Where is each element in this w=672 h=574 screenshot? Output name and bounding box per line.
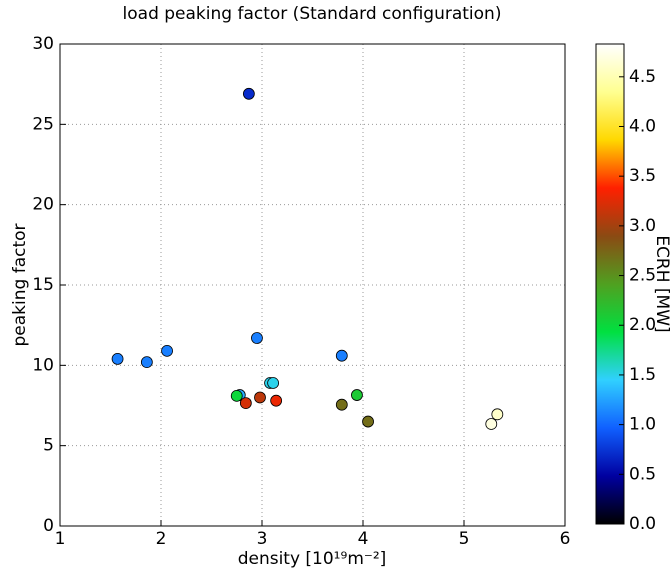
plot-frame: [59, 43, 566, 527]
point: [251, 332, 263, 344]
point: [362, 415, 374, 428]
y-tick-label: 25: [32, 114, 54, 134]
point: [239, 397, 252, 409]
point: [161, 344, 173, 357]
x-tick-label: 6: [560, 529, 571, 549]
point: [140, 356, 153, 369]
colorbar-tick-label: 0.0: [629, 514, 656, 534]
point: [485, 418, 498, 430]
y-tick-label: 30: [32, 34, 54, 54]
point: [335, 398, 348, 411]
colorbar-tick-label: 2.5: [629, 266, 656, 286]
x-tick-label: 5: [459, 529, 470, 549]
y-tick-label: 0: [43, 516, 54, 536]
point: [491, 408, 504, 421]
colorbar-tick-label: 3.5: [629, 166, 656, 186]
y-tick-label: 20: [32, 195, 54, 215]
colorbar-tick-label: 3.0: [629, 216, 656, 236]
colorbar: [595, 43, 625, 525]
point: [111, 353, 124, 365]
y-axis-label: peaking factor: [10, 223, 30, 346]
point: [267, 377, 280, 389]
colorbar-tick-label: 1.0: [629, 415, 656, 435]
chart-title: load peaking factor (Standard configurat…: [123, 4, 502, 24]
colorbar-tick-label: 0.5: [629, 464, 656, 484]
point: [335, 349, 348, 362]
y-tick-label: 5: [43, 436, 54, 456]
point: [254, 391, 266, 404]
point: [230, 389, 243, 402]
x-tick-label: 1: [55, 529, 66, 549]
x-axis-label: density [10¹⁹m⁻²]: [238, 549, 387, 569]
y-tick-label: 15: [32, 275, 54, 295]
point: [351, 389, 363, 401]
point: [242, 87, 255, 100]
x-tick-label: 3: [257, 529, 268, 549]
colorbar-tick-label: 4.0: [629, 116, 656, 136]
colorbar-tick-label: 4.5: [629, 67, 656, 87]
y-tick-label: 10: [32, 355, 54, 375]
point: [270, 394, 283, 407]
colorbar-label: ECRH [MW]: [652, 235, 672, 332]
x-tick-label: 4: [358, 529, 369, 549]
colorbar-tick-label: 2.0: [629, 315, 656, 335]
colorbar-tick-label: 1.5: [629, 365, 656, 385]
x-tick-label: 2: [156, 529, 167, 549]
